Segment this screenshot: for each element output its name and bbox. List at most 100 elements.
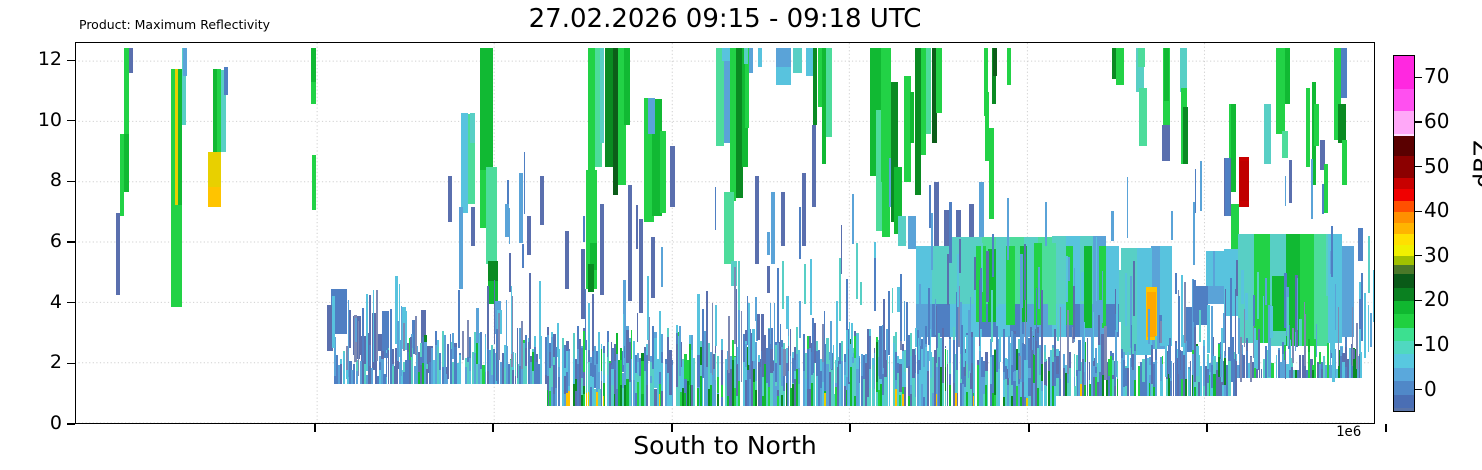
heatmap-cell: [493, 349, 496, 385]
heatmap-cell: [617, 360, 621, 398]
heatmap-cell: [1334, 284, 1337, 331]
heatmap-cell: [572, 358, 576, 384]
heatmap-cell: [1230, 278, 1232, 351]
heatmap-cell: [589, 375, 592, 388]
heatmap-cell: [688, 384, 691, 407]
heatmap-cell: [970, 363, 973, 407]
heatmap-cell: [1326, 234, 1328, 296]
heatmap-cell: [654, 337, 657, 368]
heatmap-cell: [1095, 376, 1098, 397]
heatmap-cell: [443, 334, 446, 355]
heatmap-cell: [1191, 354, 1195, 397]
heatmap-cell: [654, 332, 657, 338]
heatmap-cell: [1185, 341, 1188, 355]
heatmap-cell: [895, 389, 897, 407]
heatmap-cell: [897, 373, 900, 407]
heatmap-cell: [972, 327, 975, 350]
heatmap-cell: [961, 383, 964, 407]
heatmap-cell: [1125, 367, 1127, 397]
heatmap-cell: [893, 370, 896, 407]
heatmap-cell: [498, 312, 501, 360]
heatmap-cell: [921, 47, 926, 156]
heatmap-cell: [1043, 352, 1046, 363]
colorbar-tick-mark: [1415, 299, 1422, 302]
heatmap-cell: [886, 350, 889, 377]
heatmap-cell: [876, 109, 884, 231]
heatmap-cell: [1267, 349, 1269, 378]
heatmap-cell: [632, 379, 636, 407]
heatmap-cell: [1142, 381, 1145, 397]
heatmap-cell: [1351, 306, 1354, 366]
colorbar: [1393, 55, 1415, 412]
heatmap-cell: [873, 353, 876, 390]
heatmap-cell: [1101, 333, 1104, 376]
heatmap-cell: [948, 338, 952, 363]
heatmap-cell: [856, 369, 859, 407]
heatmap-cell: [1095, 347, 1098, 368]
heatmap-cell: [983, 360, 986, 377]
heatmap-cell: [699, 376, 702, 397]
heatmap-cell: [1104, 325, 1107, 380]
heatmap-cell: [626, 329, 629, 363]
heatmap-cell: [1052, 348, 1055, 363]
heatmap-cell: [966, 334, 969, 365]
heatmap-cell: [635, 355, 638, 373]
heatmap-cell: [407, 352, 409, 385]
heatmap-cell: [1220, 359, 1223, 378]
heatmap-cell: [1045, 359, 1048, 362]
heatmap-cell: [963, 376, 967, 387]
heatmap-cell: [1186, 306, 1196, 353]
heatmap-cell: [764, 335, 766, 364]
heatmap-cell: [523, 343, 526, 385]
heatmap-cell: [1151, 383, 1153, 397]
heatmap-cell: [613, 370, 616, 407]
heatmap-cell: [933, 361, 936, 407]
heatmap-cell: [480, 332, 483, 370]
heatmap-cell: [957, 253, 959, 308]
heatmap-cell: [785, 362, 788, 384]
heatmap-cell: [828, 351, 831, 360]
heatmap-cell: [1019, 307, 1023, 356]
heatmap-cell: [531, 371, 534, 385]
heatmap-cell: [594, 345, 597, 365]
heatmap-cell: [424, 367, 427, 385]
heatmap-cell: [887, 290, 891, 356]
heatmap-cell: [643, 347, 646, 352]
heatmap-cell: [924, 326, 927, 344]
heatmap-cell: [630, 330, 633, 359]
heatmap-cell: [420, 356, 422, 366]
heatmap-cell: [409, 336, 413, 357]
heatmap-cell: [1344, 366, 1347, 378]
heatmap-cell: [1032, 382, 1036, 407]
heatmap-cell: [955, 393, 957, 407]
heatmap-cell: [1028, 338, 1031, 368]
heatmap-cell: [849, 322, 851, 383]
heatmap-cell: [1286, 363, 1289, 378]
heatmap-cell: [1140, 361, 1143, 397]
heatmap-cell: [602, 383, 605, 407]
heatmap-cell: [600, 203, 604, 295]
heatmap-cell: [854, 330, 857, 337]
heatmap-cell: [1329, 349, 1331, 368]
heatmap-cell: [811, 382, 814, 407]
heatmap-cell: [991, 290, 993, 343]
heatmap-cell: [536, 362, 539, 385]
heatmap-cell: [994, 349, 997, 350]
heatmap-cell: [1344, 347, 1347, 367]
heatmap-cell: [1037, 388, 1039, 407]
heatmap-cell: [645, 344, 649, 355]
heatmap-cell: [641, 352, 644, 362]
heatmap-cell: [1299, 355, 1302, 378]
heatmap-cell: [1217, 343, 1221, 357]
heatmap-cell: [912, 378, 915, 407]
heatmap-cell: [854, 357, 857, 398]
heatmap-cell: [624, 358, 627, 387]
heatmap-cell: [1144, 362, 1147, 397]
heatmap-cell: [475, 363, 478, 385]
heatmap-cell: [452, 369, 455, 385]
heatmap-cell: [785, 347, 788, 363]
heatmap-cell: [959, 349, 962, 384]
heatmap-cell: [564, 367, 566, 377]
x-axis-label: South to North: [633, 431, 817, 460]
heatmap-cell: [703, 330, 706, 363]
